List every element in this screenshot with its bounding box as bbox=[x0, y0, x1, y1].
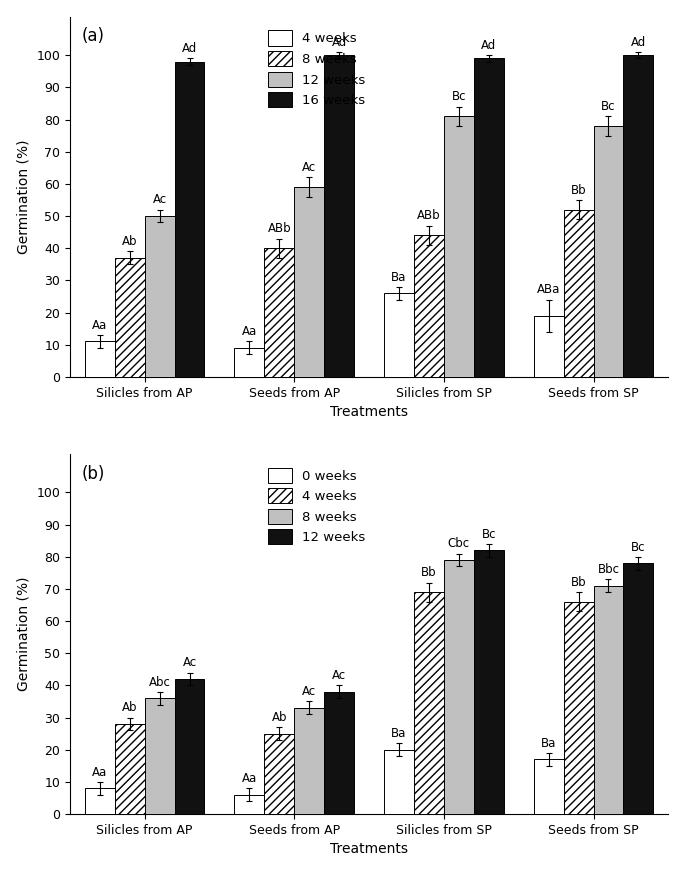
Bar bbox=[264, 248, 295, 377]
Text: Ba: Ba bbox=[541, 737, 556, 750]
Text: Aa: Aa bbox=[242, 326, 257, 338]
Bar bbox=[234, 794, 264, 814]
Bar bbox=[295, 187, 324, 377]
Legend: 4 weeks, 8 weeks, 12 weeks, 16 weeks: 4 weeks, 8 weeks, 12 weeks, 16 weeks bbox=[268, 31, 366, 107]
Bar bbox=[534, 760, 564, 814]
Bar bbox=[85, 788, 114, 814]
Bar bbox=[175, 62, 205, 377]
Text: Bb: Bb bbox=[571, 183, 586, 196]
Text: Ba: Ba bbox=[391, 271, 407, 284]
Bar bbox=[534, 316, 564, 377]
Text: Ab: Ab bbox=[122, 701, 138, 714]
Text: Ac: Ac bbox=[153, 194, 166, 206]
Bar bbox=[414, 236, 444, 377]
Text: Aa: Aa bbox=[92, 766, 108, 779]
Bar bbox=[593, 586, 623, 814]
Bar bbox=[623, 563, 653, 814]
Bar bbox=[145, 698, 175, 814]
Bar bbox=[114, 724, 145, 814]
Text: Ad: Ad bbox=[332, 36, 347, 49]
Text: Ac: Ac bbox=[332, 670, 346, 682]
Text: Bb: Bb bbox=[571, 576, 586, 589]
Text: Bc: Bc bbox=[601, 100, 616, 113]
Text: Ad: Ad bbox=[631, 36, 646, 49]
Text: Bbc: Bbc bbox=[597, 563, 619, 576]
Bar bbox=[145, 216, 175, 377]
Text: Abc: Abc bbox=[149, 676, 171, 689]
Text: Bc: Bc bbox=[482, 527, 496, 540]
Text: Bc: Bc bbox=[631, 540, 646, 553]
Text: ABb: ABb bbox=[267, 223, 291, 236]
Text: (a): (a) bbox=[82, 27, 105, 45]
Text: Cbc: Cbc bbox=[448, 538, 470, 550]
X-axis label: Treatments: Treatments bbox=[330, 842, 408, 856]
Bar bbox=[114, 258, 145, 377]
Bar bbox=[564, 210, 593, 377]
Bar bbox=[384, 293, 414, 377]
Text: Bc: Bc bbox=[451, 91, 466, 104]
Text: Ba: Ba bbox=[391, 727, 407, 740]
X-axis label: Treatments: Treatments bbox=[330, 405, 408, 419]
Bar bbox=[175, 679, 205, 814]
Text: Ac: Ac bbox=[302, 162, 316, 175]
Text: Ac: Ac bbox=[182, 656, 197, 670]
Bar bbox=[444, 560, 474, 814]
Bar bbox=[264, 733, 295, 814]
Bar bbox=[324, 691, 354, 814]
Bar bbox=[85, 341, 114, 377]
Bar bbox=[474, 550, 503, 814]
Text: ABa: ABa bbox=[537, 284, 560, 297]
Text: Ac: Ac bbox=[302, 685, 316, 698]
Text: Ab: Ab bbox=[122, 235, 138, 248]
Bar bbox=[324, 55, 354, 377]
Text: ABb: ABb bbox=[417, 210, 440, 223]
Bar bbox=[444, 116, 474, 377]
Bar bbox=[414, 592, 444, 814]
Text: (b): (b) bbox=[82, 464, 105, 483]
Bar bbox=[234, 348, 264, 377]
Y-axis label: Germination (%): Germination (%) bbox=[16, 577, 31, 691]
Legend: 0 weeks, 4 weeks, 8 weeks, 12 weeks: 0 weeks, 4 weeks, 8 weeks, 12 weeks bbox=[268, 468, 366, 545]
Text: Bb: Bb bbox=[421, 567, 437, 580]
Text: Ad: Ad bbox=[481, 39, 497, 52]
Bar bbox=[623, 55, 653, 377]
Bar bbox=[564, 601, 593, 814]
Bar bbox=[474, 58, 503, 377]
Bar bbox=[593, 126, 623, 377]
Bar bbox=[384, 750, 414, 814]
Text: Ab: Ab bbox=[271, 711, 287, 724]
Text: Aa: Aa bbox=[92, 319, 108, 332]
Bar bbox=[295, 708, 324, 814]
Text: Ad: Ad bbox=[182, 42, 197, 55]
Y-axis label: Germination (%): Germination (%) bbox=[16, 140, 31, 254]
Text: Aa: Aa bbox=[242, 772, 257, 785]
